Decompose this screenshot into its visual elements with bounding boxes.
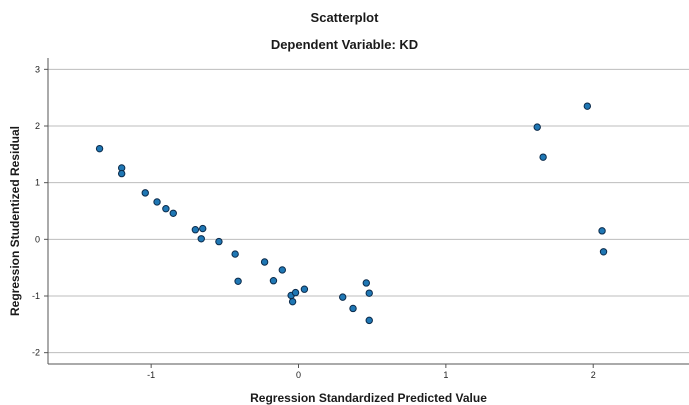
y-axis-ticks: -2 -1 0 1 2 3 — [32, 64, 48, 358]
y-tick-label: 2 — [35, 121, 40, 131]
data-point — [117, 169, 126, 178]
data-point — [197, 235, 205, 243]
data-point — [153, 198, 161, 206]
x-tick-label: 1 — [443, 370, 448, 380]
data-point — [95, 144, 104, 153]
data-point — [234, 277, 242, 285]
data-points — [95, 102, 608, 325]
y-axis-label: Regression Studentized Residual — [8, 126, 22, 316]
data-point — [583, 102, 592, 110]
data-point — [365, 316, 373, 325]
data-point — [349, 304, 357, 313]
y-tick-label: -1 — [32, 291, 40, 301]
data-point — [599, 248, 608, 256]
grid-lines — [48, 68, 689, 354]
x-tick-label: 2 — [591, 370, 596, 380]
data-point — [300, 285, 309, 293]
y-tick-label: 3 — [35, 64, 40, 74]
data-point — [539, 153, 547, 161]
data-point — [260, 258, 269, 266]
data-point — [169, 209, 177, 217]
data-point — [291, 288, 300, 297]
x-tick-label: 0 — [296, 370, 301, 380]
data-point — [339, 293, 347, 301]
y-tick-label: 0 — [35, 234, 40, 244]
data-point — [141, 189, 149, 197]
data-point — [215, 237, 223, 246]
y-tick-label: -2 — [32, 348, 40, 358]
data-point — [278, 266, 286, 274]
data-point — [199, 224, 207, 233]
chart-title: Scatterplot — [310, 10, 379, 25]
x-tick-label: -1 — [147, 370, 155, 380]
y-tick-label: 1 — [35, 178, 40, 188]
data-point — [269, 277, 278, 285]
data-point — [162, 205, 170, 213]
data-point — [362, 279, 370, 287]
chart-subtitle: Dependent Variable: KD — [270, 37, 419, 52]
data-point — [365, 289, 373, 297]
data-point — [191, 226, 200, 234]
x-axis-ticks: -1 0 1 2 — [147, 364, 596, 380]
data-point — [231, 250, 239, 258]
data-point — [288, 297, 297, 306]
data-point — [533, 123, 541, 131]
data-point — [598, 227, 606, 235]
x-axis-label: Regression Standardized Predicted Value — [250, 391, 487, 405]
